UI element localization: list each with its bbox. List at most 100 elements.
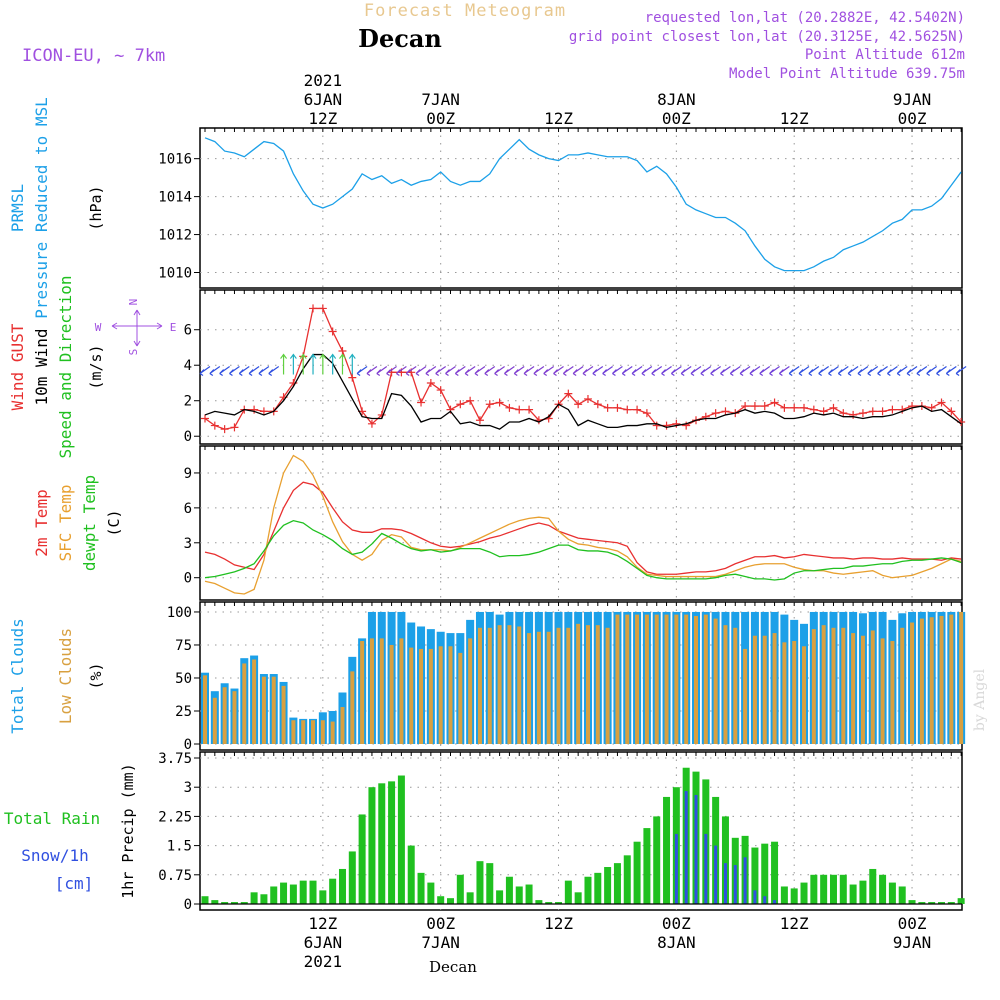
footer-station: Decan (429, 958, 477, 976)
bar-low-clouds (399, 638, 404, 744)
gust-marker (780, 403, 789, 412)
bar-low-clouds (232, 691, 237, 744)
gust-marker (495, 398, 504, 407)
bar-rain (928, 902, 936, 904)
bar-low-clouds (802, 646, 807, 744)
wind-direction-arrow (739, 366, 751, 377)
panel-label-line: Low Clouds (56, 628, 75, 724)
panel-temperature: 0 3 6 9 2m Temp SFC Temp dewpt Temp (C) (32, 445, 963, 601)
panel-label-line: Speed and Direction (56, 275, 75, 458)
bar-rain (604, 867, 612, 904)
bar-low-clouds (507, 625, 512, 744)
wind-direction-arrow (248, 366, 260, 377)
bar-rain (230, 902, 238, 904)
gust-marker (623, 405, 632, 414)
wind-direction-arrow (356, 366, 368, 377)
gust-marker (721, 407, 730, 416)
wind-direction-arrow (562, 366, 574, 377)
y-tick-label: 6 (184, 323, 192, 339)
bar-rain (633, 841, 641, 904)
y-tick-label: 1012 (158, 228, 192, 244)
wind-direction-arrow (199, 366, 211, 377)
bar-low-clouds (635, 614, 640, 744)
bar-low-clouds (585, 625, 590, 744)
wind-direction-arrow (405, 366, 417, 377)
time-label-bottom: 00Z (662, 914, 691, 933)
bar-rain (957, 898, 965, 904)
bar-snow (723, 863, 727, 904)
y-tick-label: 3.75 (158, 751, 192, 767)
y-tick-label: 3 (184, 780, 192, 796)
panel-label-line: Snow/1h (21, 846, 88, 865)
wind-direction-arrow (886, 366, 898, 377)
bar-low-clouds (870, 630, 875, 744)
bar-low-clouds (468, 638, 473, 744)
gust-marker (652, 421, 661, 430)
time-label-top: 12Z (308, 109, 337, 128)
wind-direction-arrow (729, 366, 741, 377)
time-label-top: 7JAN (421, 90, 460, 109)
wind-direction-arrow (759, 366, 771, 377)
y-tick-label: 2 (184, 394, 192, 410)
bar-rain (201, 896, 209, 904)
wind-direction-arrow (299, 353, 307, 375)
wind-direction-arrow (936, 366, 947, 377)
gust-marker (819, 407, 828, 416)
bar-low-clouds (556, 627, 561, 744)
gust-marker (220, 425, 229, 434)
time-label-bottom: 2021 (304, 952, 343, 971)
bar-low-clouds (664, 614, 669, 744)
gust-marker (515, 405, 524, 414)
bar-snow (684, 791, 688, 904)
gust-marker (505, 403, 514, 412)
time-label-bottom: 12Z (308, 914, 337, 933)
gust-marker (839, 409, 848, 418)
requested-coords: requested lon,lat (20.2882E, 42.5402N) (645, 10, 965, 26)
gust-marker (417, 398, 426, 407)
y-tick-label: 1014 (158, 190, 192, 206)
time-label-bottom: 7JAN (421, 933, 460, 952)
gust-marker (642, 409, 651, 418)
wind-direction-arrow (808, 366, 820, 377)
bar-rain (780, 886, 788, 904)
wind-direction-arrow (319, 353, 327, 375)
wind-direction-arrow (955, 366, 967, 377)
wind-direction-arrow (386, 366, 397, 377)
compass-vertical (133, 309, 141, 347)
model-altitude: Model Point Altitude 639.75m (729, 66, 965, 82)
bar-rain (486, 863, 494, 904)
bar-low-clouds (939, 615, 944, 744)
compass-east: E (170, 321, 177, 334)
bar-low-clouds (546, 631, 551, 744)
gust-marker (348, 373, 357, 382)
wind-direction-arrow (289, 353, 297, 375)
grid-point-coords: grid point closest lon,lat (20.3125E, 42… (569, 29, 965, 45)
bar-rain (417, 872, 425, 904)
bar-rain (348, 851, 356, 904)
time-label-top: 6JAN (304, 90, 343, 109)
bar-rain (240, 902, 248, 904)
bar-low-clouds (369, 638, 374, 744)
bar-rain (613, 863, 621, 904)
wind-direction-arrow (857, 366, 869, 377)
bar-low-clouds (644, 614, 649, 744)
y-tick-label: 75 (175, 638, 192, 654)
bar-low-clouds (919, 618, 924, 744)
bar-low-clouds (831, 627, 836, 744)
bar-low-clouds (458, 652, 463, 744)
wind-direction-arrow (348, 353, 356, 375)
bar-rain (211, 900, 219, 904)
y-tick-label: 4 (184, 358, 192, 374)
wind-direction-arrow (798, 366, 810, 377)
wind-direction-arrow (602, 366, 613, 377)
gust-marker (466, 396, 475, 405)
y-tick-label: 3 (184, 536, 192, 552)
bar-low-clouds (203, 675, 207, 744)
bar-rain (358, 814, 366, 904)
bar-low-clouds (782, 642, 787, 744)
bar-rain (270, 886, 278, 904)
bar-low-clouds (409, 647, 414, 744)
gust-marker (672, 419, 681, 428)
gust-marker (868, 407, 877, 416)
y-tick-label: 2.25 (158, 809, 192, 825)
